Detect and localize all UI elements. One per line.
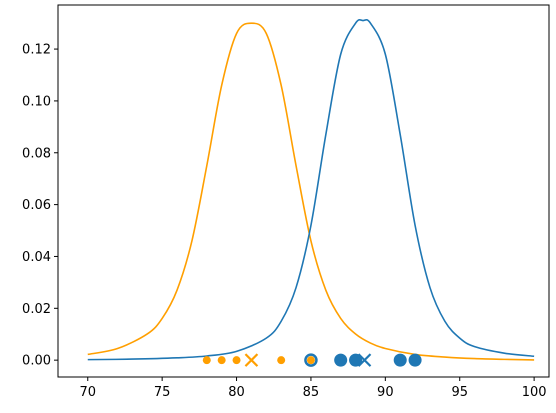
x-tick-label: 75 [154,385,171,400]
x-tick-label: 90 [377,385,394,400]
x-tick-label: 70 [79,385,96,400]
x-tick-label: 100 [522,385,547,400]
blue-point [349,353,363,367]
y-tick-label: 0.10 [22,94,51,109]
y-tick-label: 0.06 [22,198,51,213]
orange-point [277,356,286,365]
orange-point [217,356,226,365]
blue-point [334,353,348,367]
y-axis: 0.00 0.02 0.04 0.06 0.08 0.10 0.12 [22,43,58,369]
x-tick-label: 85 [303,385,320,400]
blue-point [408,353,422,367]
blue-ring-point [304,353,318,367]
plot-frame [57,4,550,378]
orange-point [232,356,241,365]
markers [202,353,422,367]
y-tick-label: 0.04 [22,250,51,265]
series-line-blue [87,18,535,361]
y-tick-label: 0.02 [22,302,51,317]
orange-x-marker [244,353,259,367]
orange-ring-point [306,356,315,365]
y-tick-label: 0.08 [22,146,51,161]
y-tick-label: 0.00 [22,354,51,369]
y-tick-label: 0.12 [22,43,51,58]
x-tick-label: 95 [451,385,468,400]
orange-point [202,356,211,365]
series-line-orange [87,22,535,361]
x-axis: 70 75 80 85 90 95 100 [79,377,547,400]
blue-x-marker [357,353,372,367]
blue-point [393,353,407,367]
x-tick-label: 80 [228,385,245,400]
curves [87,18,535,361]
